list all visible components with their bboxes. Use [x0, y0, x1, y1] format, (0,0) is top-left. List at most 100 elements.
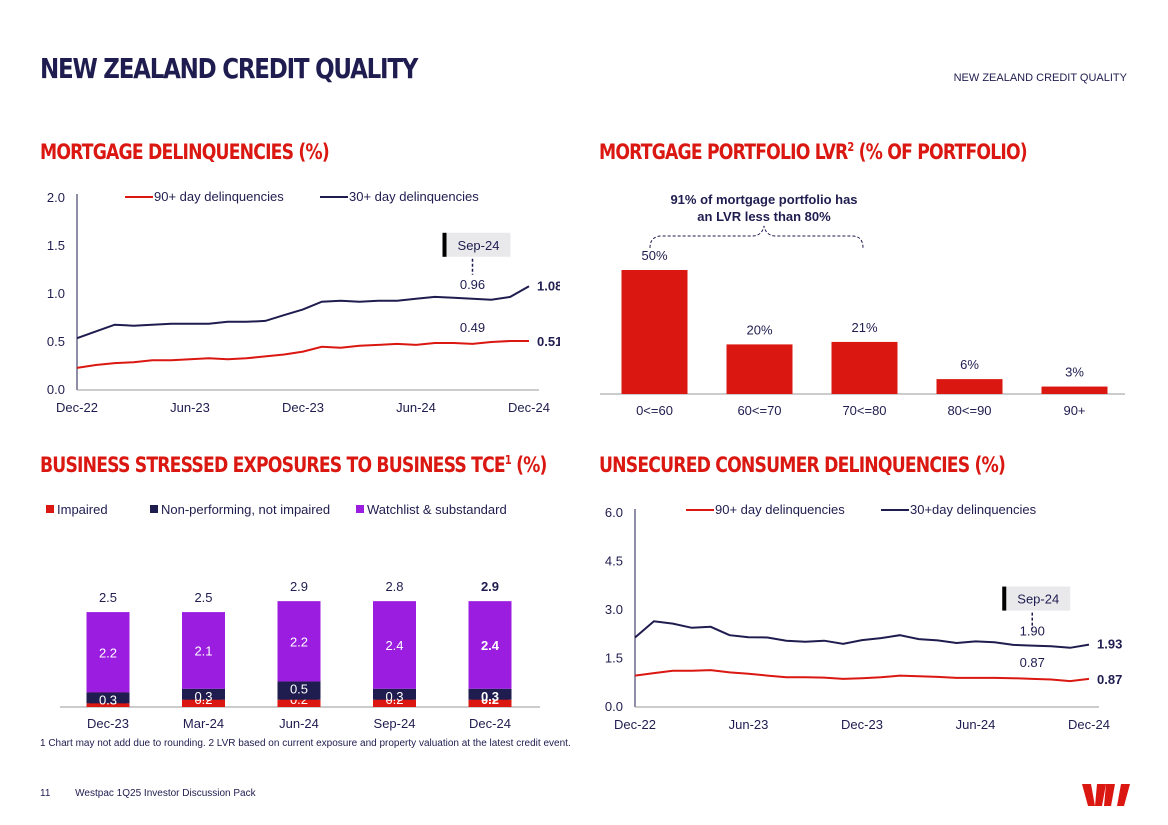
- marker-label: Sep-24: [458, 238, 500, 253]
- end-value-90: 0.51: [537, 334, 560, 349]
- category-label: Jun-24: [279, 716, 319, 731]
- legend-label: 30+ day delinquencies: [349, 189, 479, 204]
- category-label: Dec-23: [87, 716, 129, 731]
- segment-value-label: 0.3: [481, 689, 499, 704]
- segment-value-label: 2.1: [194, 643, 212, 658]
- legend-swatch: [356, 505, 364, 513]
- mortgage-lvr-chart: 91% of mortgage portfolio has an LVR less…: [600, 192, 1125, 418]
- segment-value-label: 2.4: [385, 638, 403, 653]
- bar-90+: [1041, 386, 1108, 394]
- marker-label: Sep-24: [1017, 592, 1059, 607]
- bar-0<=60: [621, 270, 688, 394]
- callout-text-line2: an LVR less than 80%: [697, 209, 831, 224]
- legend-label: 30+day delinquencies: [910, 502, 1037, 517]
- x-tick-label: Jun-23: [170, 400, 210, 415]
- bar-segment-watchlist-substandard: [182, 612, 225, 689]
- bar-segment-non-performing-not-impaired: [182, 688, 225, 700]
- y-tick-label: 1.0: [47, 286, 65, 301]
- page-number: 11: [40, 788, 51, 799]
- marker-value-30: 0.96: [460, 277, 485, 292]
- bar-segment-watchlist-substandard: [86, 612, 130, 693]
- legend-label: 90+ day delinquencies: [715, 502, 845, 517]
- y-tick-label: 0.0: [47, 382, 65, 397]
- y-tick-label: 1.5: [47, 238, 65, 253]
- series-line-30-day: [634, 620, 1090, 649]
- category-label: 90+: [1063, 403, 1085, 418]
- marker-bar: [442, 232, 447, 257]
- bar-total-label: 2.8: [385, 579, 403, 594]
- bar-total-label: 2.9: [481, 579, 499, 594]
- y-tick-label: 4.5: [605, 554, 623, 569]
- marker-bar: [1002, 586, 1007, 611]
- y-tick-label: 0.0: [605, 699, 623, 714]
- x-tick-label: Dec-24: [1068, 717, 1110, 732]
- category-label: 80<=90: [947, 403, 991, 418]
- y-tick-label: 2.0: [47, 190, 65, 205]
- marker-value-30: 1.90: [1020, 624, 1045, 639]
- marker-box: [442, 232, 511, 257]
- series-line-90-day: [634, 669, 1090, 683]
- x-tick-label: Jun-24: [396, 400, 436, 415]
- marker-value-90: 0.49: [460, 320, 485, 335]
- bar-value-label: 6%: [960, 357, 979, 372]
- x-tick-label: Dec-22: [614, 717, 656, 732]
- category-label: Sep-24: [374, 716, 416, 731]
- callout-text-line1: 91% of mortgage portfolio has: [670, 192, 857, 207]
- x-tick-label: Dec-23: [282, 400, 324, 415]
- legend-label: 90+ day delinquencies: [154, 189, 284, 204]
- y-tick-label: 1.5: [605, 651, 623, 666]
- business-title-footnote-marker: 1: [504, 453, 512, 467]
- bar-segment-non-performing-not-impaired: [277, 681, 321, 700]
- segment-value-label: 2.2: [290, 634, 308, 649]
- mortgage-delinquencies-title: MORTGAGE DELINQUENCIES (%): [40, 140, 330, 164]
- series-line-30-day: [76, 285, 530, 340]
- callout-bracket: [649, 225, 864, 249]
- bar-value-label: 21%: [851, 320, 877, 335]
- footer: 11 Westpac 1Q25 Investor Discussion Pack: [40, 788, 278, 799]
- segment-value-label: 0.5: [290, 681, 308, 696]
- segment-value-label: 0.3: [385, 689, 403, 704]
- legend-swatch: [150, 505, 158, 513]
- bar-segment-watchlist-substandard: [277, 601, 321, 682]
- y-tick-label: 6.0: [605, 505, 623, 520]
- segment-value-label: 2.4: [481, 638, 500, 653]
- unsecured-delinquencies-title: UNSECURED CONSUMER DELINQUENCIES (%): [599, 453, 1006, 477]
- series-line-90-day: [76, 340, 529, 369]
- lvr-title-footnote-marker: 2: [847, 140, 854, 154]
- y-tick-label: 0.5: [47, 334, 65, 349]
- segment-value-label: 0.3: [99, 692, 117, 707]
- bar-value-label: 20%: [746, 322, 772, 337]
- footer-document-title: Westpac 1Q25 Investor Discussion Pack: [75, 788, 256, 799]
- bar-total-label: 2.5: [99, 590, 117, 605]
- end-value-90: 0.87: [1097, 672, 1122, 687]
- westpac-logo-icon: [1082, 784, 1130, 806]
- business-stressed-chart: Impaired Non-performing, not impaired Watc…: [46, 502, 540, 731]
- legend-swatch: [46, 505, 54, 513]
- segment-value-label: 0.3: [194, 689, 212, 704]
- bar-segment-watchlist-substandard: [373, 601, 416, 689]
- bar-value-label: 3%: [1065, 365, 1084, 380]
- bar-80<=90: [936, 379, 1003, 394]
- bar-70<=80: [831, 341, 898, 394]
- end-value-30: 1.93: [1097, 637, 1122, 652]
- mortgage-delinquencies-chart: 0.0 0.5 1.0 1.5 2.0 Dec-22 Jun-23 Dec-23 Jun-24 D…: [47, 189, 560, 415]
- marker-value-90: 0.87: [1020, 655, 1045, 670]
- bar-segment-non-performing-not-impaired: [468, 688, 512, 700]
- category-label: Mar-24: [183, 716, 224, 731]
- legend-label: Impaired: [57, 502, 108, 517]
- category-label: Dec-24: [469, 716, 511, 731]
- mortgage-lvr-title: MORTGAGE PORTFOLIO LVR2 (% OF PORTFOLIO): [599, 140, 1028, 164]
- x-tick-label: Jun-23: [729, 717, 769, 732]
- marker-box: [1002, 586, 1071, 611]
- category-label: 60<=70: [737, 403, 781, 418]
- bar-60<=70: [726, 344, 793, 394]
- bar-segment-non-performing-not-impaired: [86, 692, 130, 704]
- header-section-label: NEW ZEALAND CREDIT QUALITY: [953, 72, 1127, 84]
- x-tick-label: Dec-23: [841, 717, 883, 732]
- x-tick-label: Jun-24: [956, 717, 996, 732]
- footnote: 1 Chart may not add due to rounding. 2 L…: [40, 738, 571, 749]
- legend-label: Watchlist & substandard: [367, 502, 507, 517]
- business-stressed-title: BUSINESS STRESSED EXPOSURES TO BUSINESS …: [40, 453, 547, 477]
- page-title: NEW ZEALAND CREDIT QUALITY: [40, 52, 418, 85]
- category-label: 70<=80: [842, 403, 886, 418]
